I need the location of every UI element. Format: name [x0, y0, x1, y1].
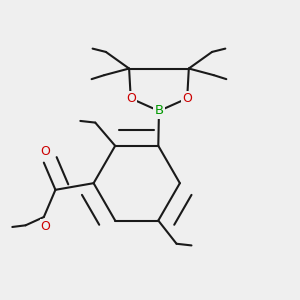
Text: O: O: [182, 92, 192, 105]
Text: O: O: [126, 92, 136, 105]
Text: B: B: [154, 104, 164, 118]
Text: O: O: [40, 146, 50, 158]
Text: O: O: [40, 220, 50, 233]
